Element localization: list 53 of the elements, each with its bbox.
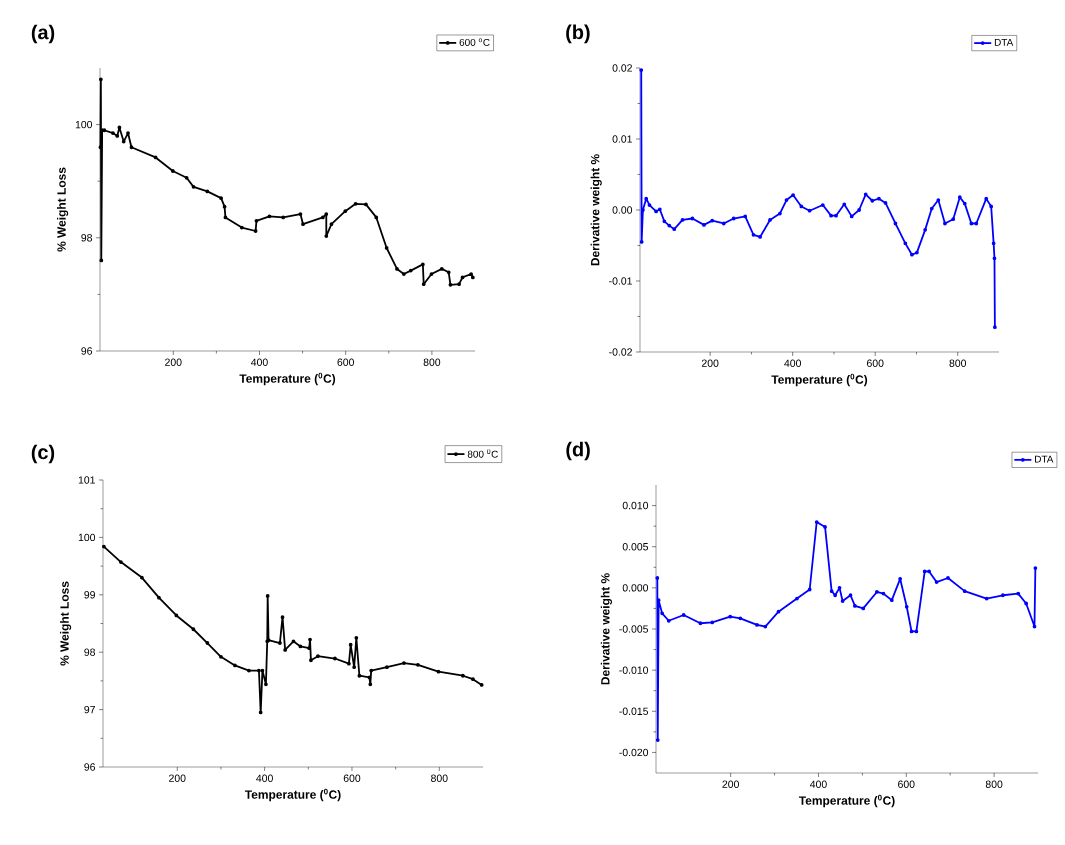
y-tick-label: -0.02: [609, 348, 632, 356]
x-tick-label: 200: [165, 358, 182, 366]
y-tick-label: 0.00: [612, 206, 633, 214]
y-tick-label: -0.01: [609, 277, 632, 285]
y-tick-label: -0.020: [619, 748, 649, 757]
y-tick-label: 96: [84, 763, 96, 771]
y-tick-label: -0.015: [619, 707, 649, 715]
y-tick-label: 98: [81, 234, 93, 242]
x-axis-title: Temperature ($^{0}$C): [798, 794, 895, 808]
x-tick-label: 200: [169, 774, 186, 782]
chart-title: (b): [566, 24, 590, 44]
x-tick-label: 800: [431, 774, 448, 782]
y-axis-title: Derivative weight %: [590, 154, 602, 266]
x-axis-title: Temperature ($^{0}$C): [771, 373, 868, 387]
y-tick-label: 96: [81, 347, 93, 355]
legend-label: 800 $^{0}$C: [467, 449, 498, 458]
y-tick-label: 99: [84, 591, 95, 599]
x-tick-label: 600: [898, 780, 915, 788]
y-tick-label: 100: [75, 120, 93, 129]
x-tick-label: 400: [250, 358, 268, 366]
x-tick-label: 600: [867, 359, 884, 367]
y-tick-label: 0.01: [612, 135, 632, 143]
x-tick-label: 200: [701, 359, 719, 367]
y-tick-label: -0.010: [619, 666, 649, 674]
y-tick-label: 101: [78, 476, 95, 484]
chart-title: (c): [31, 444, 55, 464]
y-axis-title: % Weight Loss: [57, 167, 69, 252]
y-tick-label: 0.02: [612, 64, 632, 72]
y-tick-label: 100: [78, 533, 96, 542]
x-tick-label: 200: [722, 780, 739, 788]
x-tick-label: 600: [337, 358, 354, 366]
chart-title: (a): [31, 24, 55, 44]
legend-label: DTA: [994, 38, 1014, 46]
y-tick-label: 0.010: [622, 501, 649, 510]
x-axis-title: Temperature ($^{0}$C): [244, 788, 341, 802]
y-tick-label: -0.005: [619, 625, 649, 633]
x-tick-label: 600: [343, 774, 361, 782]
x-tick-label: 400: [809, 780, 827, 788]
y-tick-label: 0.000: [622, 584, 649, 592]
x-tick-label: 800: [985, 780, 1003, 788]
x-tick-label: 800: [423, 358, 441, 366]
x-tick-label: 800: [949, 359, 967, 367]
y-axis-title: % Weight Loss: [60, 581, 72, 666]
x-tick-label: 400: [256, 774, 273, 782]
legend-label: 600 $^{o}$C: [459, 38, 490, 46]
y-tick-label: 97: [84, 705, 95, 714]
chart-title: (d): [566, 441, 590, 461]
x-axis-title: Temperature ($^{0}$C): [239, 372, 336, 386]
legend-label: DTA: [1035, 455, 1054, 463]
y-tick-label: 98: [84, 648, 96, 656]
y-tick-label: 0.005: [622, 543, 649, 551]
y-axis-title: Derivative weight %: [600, 573, 612, 685]
x-tick-label: 400: [784, 359, 801, 367]
